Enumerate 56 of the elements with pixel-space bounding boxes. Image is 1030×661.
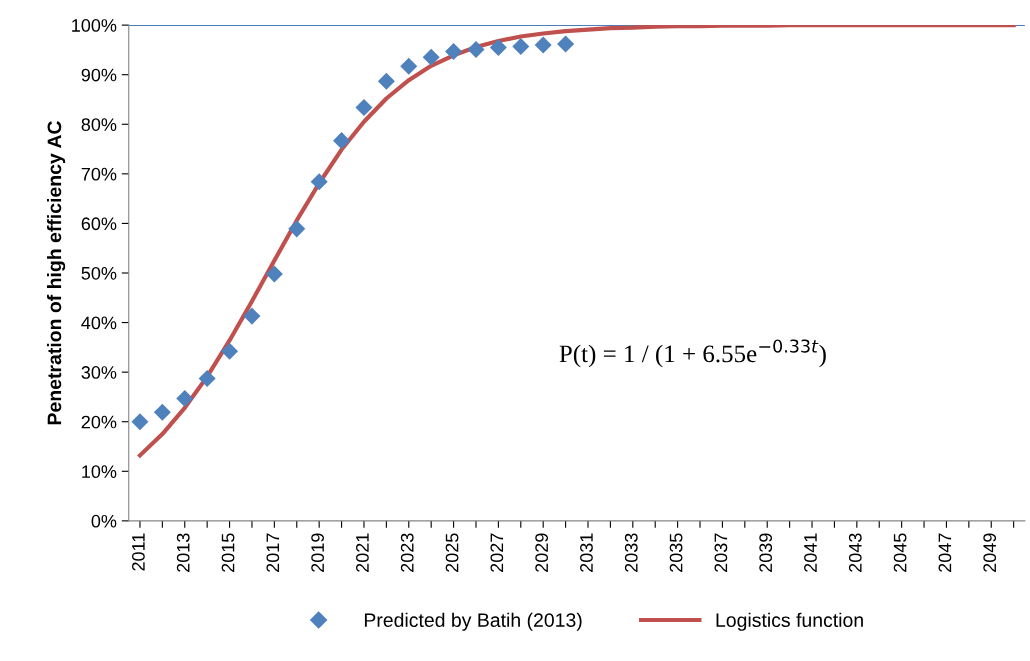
x-tick-label: 2045	[893, 533, 907, 572]
point	[153, 403, 171, 421]
legend-label: Predicted by Batih (2013)	[364, 612, 582, 631]
annotation: P(t) = 1 / (1 + 6.55e$^{−0.33t}$)	[559, 339, 826, 368]
point	[131, 413, 149, 431]
point	[377, 72, 395, 90]
x-tick-label: 2013	[176, 533, 190, 572]
line-series	[137, 25, 1016, 458]
point	[265, 265, 283, 283]
point	[243, 307, 261, 325]
y-tick-label: 70%	[81, 167, 117, 181]
y-tick-label: 30%	[81, 366, 117, 379]
point	[333, 132, 351, 150]
x-tick-label: 2037	[714, 533, 728, 572]
point	[355, 98, 373, 116]
x-tick-label: 2017	[266, 533, 280, 572]
legend-label: Logistics function	[716, 612, 863, 631]
point	[400, 57, 418, 75]
x-tick-label: 2027	[490, 533, 504, 572]
y-tick-label: 50%	[81, 266, 117, 280]
point	[512, 37, 530, 55]
x-tick-label: 2031	[580, 533, 593, 572]
point	[467, 40, 485, 58]
y-tick-label: 20%	[81, 415, 117, 429]
x-tick-label: 2021	[356, 533, 369, 572]
x-tick-label: 2041	[804, 533, 817, 572]
x-tick-label: 2023	[400, 533, 414, 572]
y-tick-label: 60%	[81, 217, 117, 231]
point	[176, 389, 194, 407]
y-tick-label: 80%	[81, 118, 117, 131]
y-tick-label: 90%	[81, 68, 117, 82]
x-tick-label: 2047	[938, 533, 952, 572]
point	[534, 36, 552, 54]
x-tick-label: 2049	[983, 533, 997, 572]
point	[288, 220, 306, 238]
point	[310, 173, 328, 191]
point	[198, 370, 216, 388]
point	[557, 35, 575, 53]
y-tick-label: 0%	[91, 514, 117, 528]
point	[489, 38, 507, 56]
point	[422, 48, 440, 66]
x-tick-label: 2011	[132, 533, 145, 571]
x-tick-label: 2035	[669, 533, 683, 572]
y-axis-title: Penetration of high efficiency AC	[47, 121, 66, 425]
x-tick-label: 2025	[445, 533, 459, 572]
x-tick-label: 2033	[624, 533, 638, 572]
point	[221, 342, 239, 360]
point	[445, 42, 463, 60]
y-tick-label: 10%	[82, 465, 117, 479]
x-tick-label: 2029	[535, 533, 549, 572]
y-tick-label: 40%	[81, 316, 117, 330]
x-tick-label: 2039	[759, 533, 773, 572]
x-tick-label: 2019	[311, 533, 325, 572]
x-tick-label: 2043	[848, 533, 862, 572]
y-tick-label: 100%	[72, 19, 117, 32]
x-tick-label: 2015	[221, 533, 235, 572]
